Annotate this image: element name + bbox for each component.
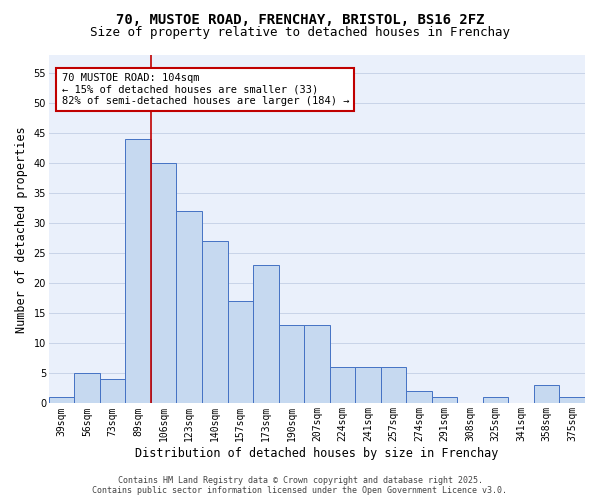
Text: Size of property relative to detached houses in Frenchay: Size of property relative to detached ho… (90, 26, 510, 39)
Bar (202, 241, 227, 404)
Bar (355, 368, 381, 404)
Y-axis label: Number of detached properties: Number of detached properties (15, 126, 28, 332)
Bar (483, 398, 508, 404)
Bar (49, 398, 74, 404)
Bar (304, 326, 329, 404)
Bar (125, 139, 151, 404)
Bar (253, 266, 278, 404)
Bar (151, 163, 176, 404)
Bar (227, 302, 253, 404)
X-axis label: Distribution of detached houses by size in Frenchay: Distribution of detached houses by size … (135, 447, 499, 460)
Bar (278, 326, 304, 404)
Bar (100, 380, 125, 404)
Text: 70, MUSTOE ROAD, FRENCHAY, BRISTOL, BS16 2FZ: 70, MUSTOE ROAD, FRENCHAY, BRISTOL, BS16… (116, 12, 484, 26)
Bar (406, 392, 432, 404)
Bar (381, 368, 406, 404)
Bar (176, 211, 202, 404)
Text: Contains HM Land Registry data © Crown copyright and database right 2025.
Contai: Contains HM Land Registry data © Crown c… (92, 476, 508, 495)
Bar (534, 386, 559, 404)
Bar (559, 398, 585, 404)
Bar (432, 398, 457, 404)
Text: 70 MUSTOE ROAD: 104sqm
← 15% of detached houses are smaller (33)
82% of semi-det: 70 MUSTOE ROAD: 104sqm ← 15% of detached… (62, 73, 349, 106)
Bar (74, 374, 100, 404)
Bar (329, 368, 355, 404)
